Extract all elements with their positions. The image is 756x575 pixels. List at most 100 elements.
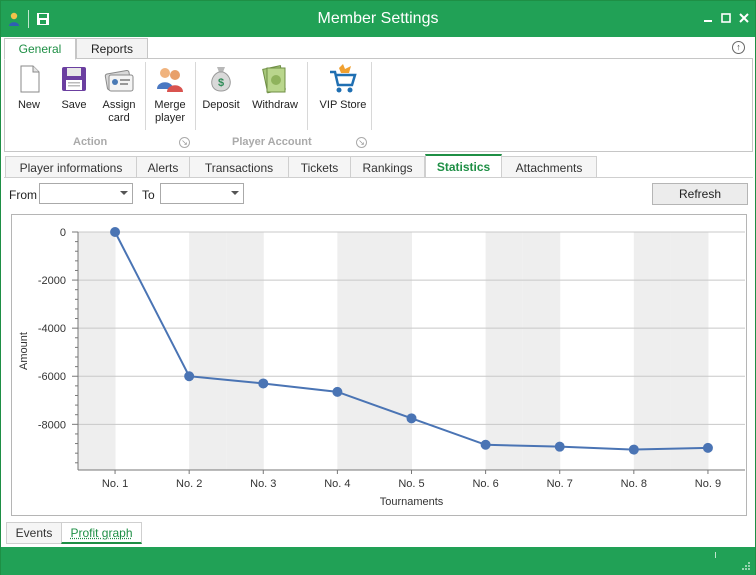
tab-profit-graph[interactable]: Profit graph bbox=[61, 522, 142, 544]
assign-card-button[interactable]: Assign card bbox=[99, 63, 139, 125]
y-tick-label: 0 bbox=[60, 227, 66, 239]
ribbon-separator bbox=[371, 62, 372, 130]
maximize-button[interactable] bbox=[719, 11, 733, 25]
vip-store-label: VIP Store bbox=[319, 99, 367, 111]
ribbon-tab-label: Reports bbox=[90, 42, 134, 56]
minimize-icon bbox=[704, 20, 712, 22]
status-bar-divider bbox=[715, 552, 716, 558]
ribbon-tab-strip: General Reports ↑ bbox=[1, 37, 755, 60]
ribbon-separator bbox=[195, 62, 196, 130]
tab-events[interactable]: Events bbox=[6, 522, 62, 544]
minimize-button[interactable] bbox=[701, 11, 715, 25]
x-tick-label: No. 4 bbox=[324, 478, 350, 490]
chart-band bbox=[633, 232, 671, 470]
refresh-button[interactable]: Refresh bbox=[652, 183, 748, 205]
deposit-button[interactable]: $ Deposit bbox=[201, 63, 241, 112]
tab-label: Tickets bbox=[300, 161, 339, 175]
from-date-combo[interactable] bbox=[39, 183, 133, 204]
x-tick-label: No. 9 bbox=[695, 478, 721, 490]
title-bar: Member Settings bbox=[1, 1, 755, 37]
profit-chart-panel: 0 -2000 -4000 -6000 -8000 No. 1 No. 2 No. 3 No. … bbox=[11, 214, 747, 516]
page-tab-strip: Player informations Alerts Transactions … bbox=[4, 154, 753, 178]
merge-users-icon bbox=[157, 68, 183, 92]
y-tick-label: -6000 bbox=[38, 371, 66, 383]
tabs-divider bbox=[4, 177, 753, 178]
resize-grip-icon[interactable] bbox=[741, 561, 751, 571]
assign-card-label: Assign card bbox=[102, 99, 136, 124]
group-label-action: Action bbox=[73, 136, 108, 148]
profit-line-chart: 0 -2000 -4000 -6000 -8000 No. 1 No. 2 No. 3 No. … bbox=[18, 227, 745, 508]
tab-label: Transactions bbox=[204, 161, 274, 175]
close-button[interactable] bbox=[737, 11, 751, 25]
x-tick-label: No. 1 bbox=[102, 478, 128, 490]
y-tick-label: -4000 bbox=[38, 323, 66, 335]
chart-band bbox=[485, 232, 523, 470]
vip-store-button[interactable]: VIP Store bbox=[312, 63, 374, 112]
data-point bbox=[480, 439, 491, 450]
collapse-ribbon-icon[interactable]: ↑ bbox=[732, 41, 745, 54]
from-label: From bbox=[9, 188, 37, 202]
y-axis-title: Amount bbox=[18, 332, 30, 370]
withdraw-button[interactable]: Withdraw bbox=[249, 63, 301, 112]
window-title: Member Settings bbox=[317, 10, 439, 27]
chart-band bbox=[78, 232, 116, 470]
ribbon-separator bbox=[307, 62, 308, 130]
tab-attachments[interactable]: Attachments bbox=[501, 156, 597, 178]
ribbon-panel: New Save Assign card bbox=[4, 58, 753, 152]
tab-rankings[interactable]: Rankings bbox=[350, 156, 425, 178]
chevron-down-icon bbox=[120, 191, 128, 195]
ribbon-tab-general[interactable]: General bbox=[4, 38, 76, 60]
x-tick-label: No. 6 bbox=[472, 478, 498, 490]
tab-tickets[interactable]: Tickets bbox=[288, 156, 351, 178]
chart-band bbox=[522, 232, 561, 470]
new-document-icon bbox=[20, 65, 40, 93]
quick-save-icon[interactable] bbox=[35, 11, 51, 27]
new-button[interactable]: New bbox=[11, 63, 47, 112]
title-bar-separator bbox=[28, 10, 29, 28]
new-button-label: New bbox=[17, 99, 40, 111]
tab-statistics[interactable]: Statistics bbox=[425, 154, 502, 178]
data-point bbox=[184, 371, 195, 382]
data-point bbox=[628, 444, 639, 455]
tab-label: Alerts bbox=[147, 161, 179, 175]
y-tick-label: -8000 bbox=[38, 419, 66, 431]
data-point bbox=[702, 442, 713, 453]
chart-band bbox=[670, 232, 709, 470]
to-date-combo[interactable] bbox=[160, 183, 244, 204]
x-tick-label: No. 2 bbox=[176, 478, 202, 490]
tab-player-informations[interactable]: Player informations bbox=[5, 156, 137, 178]
to-label: To bbox=[142, 188, 155, 202]
y-tick-label: -2000 bbox=[38, 275, 66, 287]
ribbon-tab-reports[interactable]: Reports bbox=[76, 38, 148, 60]
chart-band bbox=[189, 232, 227, 470]
tab-alerts[interactable]: Alerts bbox=[136, 156, 190, 178]
x-tick-label: No. 8 bbox=[621, 478, 647, 490]
svg-text:$: $ bbox=[218, 77, 224, 89]
x-tick-label: No. 7 bbox=[547, 478, 573, 490]
data-point bbox=[554, 441, 565, 452]
tab-label: Attachments bbox=[515, 161, 583, 175]
tab-transactions[interactable]: Transactions bbox=[189, 156, 289, 178]
ribbon-separator bbox=[145, 62, 146, 130]
shopping-cart-icon bbox=[330, 64, 357, 93]
merge-player-label: Merge player bbox=[154, 99, 186, 124]
player-account-group-launcher-icon[interactable]: ↘ bbox=[356, 137, 367, 148]
data-point bbox=[110, 227, 121, 237]
merge-player-button[interactable]: Merge player bbox=[150, 63, 190, 125]
user-app-icon[interactable] bbox=[6, 11, 22, 27]
action-group-launcher-icon[interactable]: ↘ bbox=[179, 137, 190, 148]
bottom-tab-label: Profit graph bbox=[70, 526, 133, 540]
chevron-down-icon bbox=[231, 191, 239, 195]
save-button[interactable]: Save bbox=[56, 63, 92, 112]
data-point bbox=[406, 413, 417, 424]
withdraw-label: Withdraw bbox=[252, 99, 298, 111]
data-point bbox=[332, 386, 343, 397]
deposit-label: Deposit bbox=[202, 99, 240, 111]
chart-band bbox=[374, 232, 412, 470]
x-tick-label: No. 3 bbox=[250, 478, 276, 490]
ribbon-tab-label: General bbox=[18, 42, 62, 56]
data-point bbox=[258, 378, 269, 389]
id-card-icon bbox=[104, 70, 134, 92]
maximize-icon bbox=[721, 13, 731, 23]
